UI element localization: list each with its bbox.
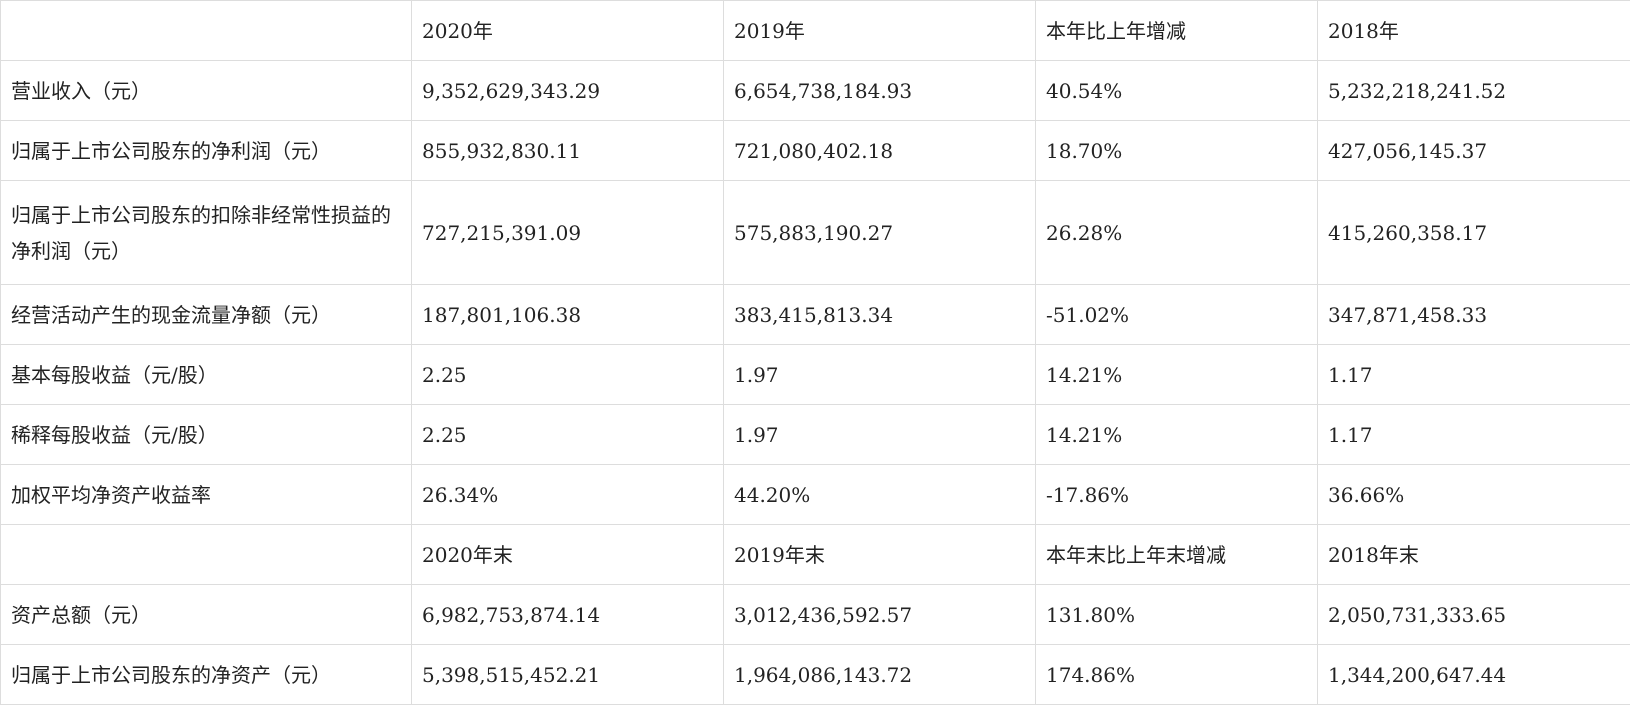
table-cell: 575,883,190.27 <box>724 181 1036 285</box>
row-label: 归属于上市公司股东的净资产（元） <box>1 645 412 705</box>
table-cell: 1.17 <box>1318 345 1630 405</box>
row-label: 资产总额（元） <box>1 585 412 645</box>
table-cell: 5,232,218,241.52 <box>1318 61 1630 121</box>
row-label: 基本每股收益（元/股） <box>1 345 412 405</box>
row-label: 归属于上市公司股东的扣除非经常性损益的净利润（元） <box>1 181 412 285</box>
table-cell: 3,012,436,592.57 <box>724 585 1036 645</box>
table-header-row: 2020年 2019年 本年比上年增减 2018年 <box>1 1 1630 61</box>
table-cell: -51.02% <box>1036 285 1318 345</box>
table-cell: 383,415,813.34 <box>724 285 1036 345</box>
table-cell: 6,654,738,184.93 <box>724 61 1036 121</box>
table-cell: 721,080,402.18 <box>724 121 1036 181</box>
subheader-cell-2020-end: 2020年末 <box>412 525 724 585</box>
table-cell: 1.17 <box>1318 405 1630 465</box>
row-label: 营业收入（元） <box>1 61 412 121</box>
table-cell: 131.80% <box>1036 585 1318 645</box>
subheader-cell-change: 本年末比上年末增减 <box>1036 525 1318 585</box>
header-cell-2019: 2019年 <box>724 1 1036 61</box>
table-row: 归属于上市公司股东的扣除非经常性损益的净利润（元） 727,215,391.09… <box>1 181 1630 285</box>
row-label: 加权平均净资产收益率 <box>1 465 412 525</box>
row-label: 稀释每股收益（元/股） <box>1 405 412 465</box>
table-cell: 187,801,106.38 <box>412 285 724 345</box>
table-cell: -17.86% <box>1036 465 1318 525</box>
table-row: 加权平均净资产收益率 26.34% 44.20% -17.86% 36.66% <box>1 465 1630 525</box>
subheader-cell-2019-end: 2019年末 <box>724 525 1036 585</box>
table-row: 营业收入（元） 9,352,629,343.29 6,654,738,184.9… <box>1 61 1630 121</box>
table-row: 归属于上市公司股东的净利润（元） 855,932,830.11 721,080,… <box>1 121 1630 181</box>
table-cell: 5,398,515,452.21 <box>412 645 724 705</box>
header-cell-2020: 2020年 <box>412 1 724 61</box>
table-row: 经营活动产生的现金流量净额（元） 187,801,106.38 383,415,… <box>1 285 1630 345</box>
table-cell: 2.25 <box>412 405 724 465</box>
row-label: 经营活动产生的现金流量净额（元） <box>1 285 412 345</box>
row-label: 归属于上市公司股东的净利润（元） <box>1 121 412 181</box>
table-cell: 727,215,391.09 <box>412 181 724 285</box>
table-row: 资产总额（元） 6,982,753,874.14 3,012,436,592.5… <box>1 585 1630 645</box>
table-cell: 1,964,086,143.72 <box>724 645 1036 705</box>
table-cell: 26.28% <box>1036 181 1318 285</box>
table-row: 稀释每股收益（元/股） 2.25 1.97 14.21% 1.17 <box>1 405 1630 465</box>
table-cell: 1.97 <box>724 345 1036 405</box>
header-cell-2018: 2018年 <box>1318 1 1630 61</box>
table-cell: 6,982,753,874.14 <box>412 585 724 645</box>
subheader-cell-2018-end: 2018年末 <box>1318 525 1630 585</box>
table-cell: 855,932,830.11 <box>412 121 724 181</box>
table-cell: 415,260,358.17 <box>1318 181 1630 285</box>
table-cell: 347,871,458.33 <box>1318 285 1630 345</box>
table-cell: 40.54% <box>1036 61 1318 121</box>
header-cell-change: 本年比上年增减 <box>1036 1 1318 61</box>
table-cell: 9,352,629,343.29 <box>412 61 724 121</box>
table-cell: 1,344,200,647.44 <box>1318 645 1630 705</box>
table-cell: 44.20% <box>724 465 1036 525</box>
table-cell: 14.21% <box>1036 345 1318 405</box>
header-cell-empty <box>1 1 412 61</box>
table-row: 归属于上市公司股东的净资产（元） 5,398,515,452.21 1,964,… <box>1 645 1630 705</box>
table-row: 基本每股收益（元/股） 2.25 1.97 14.21% 1.17 <box>1 345 1630 405</box>
table-cell: 36.66% <box>1318 465 1630 525</box>
table-cell: 18.70% <box>1036 121 1318 181</box>
subheader-cell-empty <box>1 525 412 585</box>
table-cell: 2.25 <box>412 345 724 405</box>
table-cell: 14.21% <box>1036 405 1318 465</box>
table-cell: 174.86% <box>1036 645 1318 705</box>
table-cell: 427,056,145.37 <box>1318 121 1630 181</box>
table-cell: 2,050,731,333.65 <box>1318 585 1630 645</box>
table-cell: 26.34% <box>412 465 724 525</box>
table-subheader-row: 2020年末 2019年末 本年末比上年末增减 2018年末 <box>1 525 1630 585</box>
table-cell: 1.97 <box>724 405 1036 465</box>
